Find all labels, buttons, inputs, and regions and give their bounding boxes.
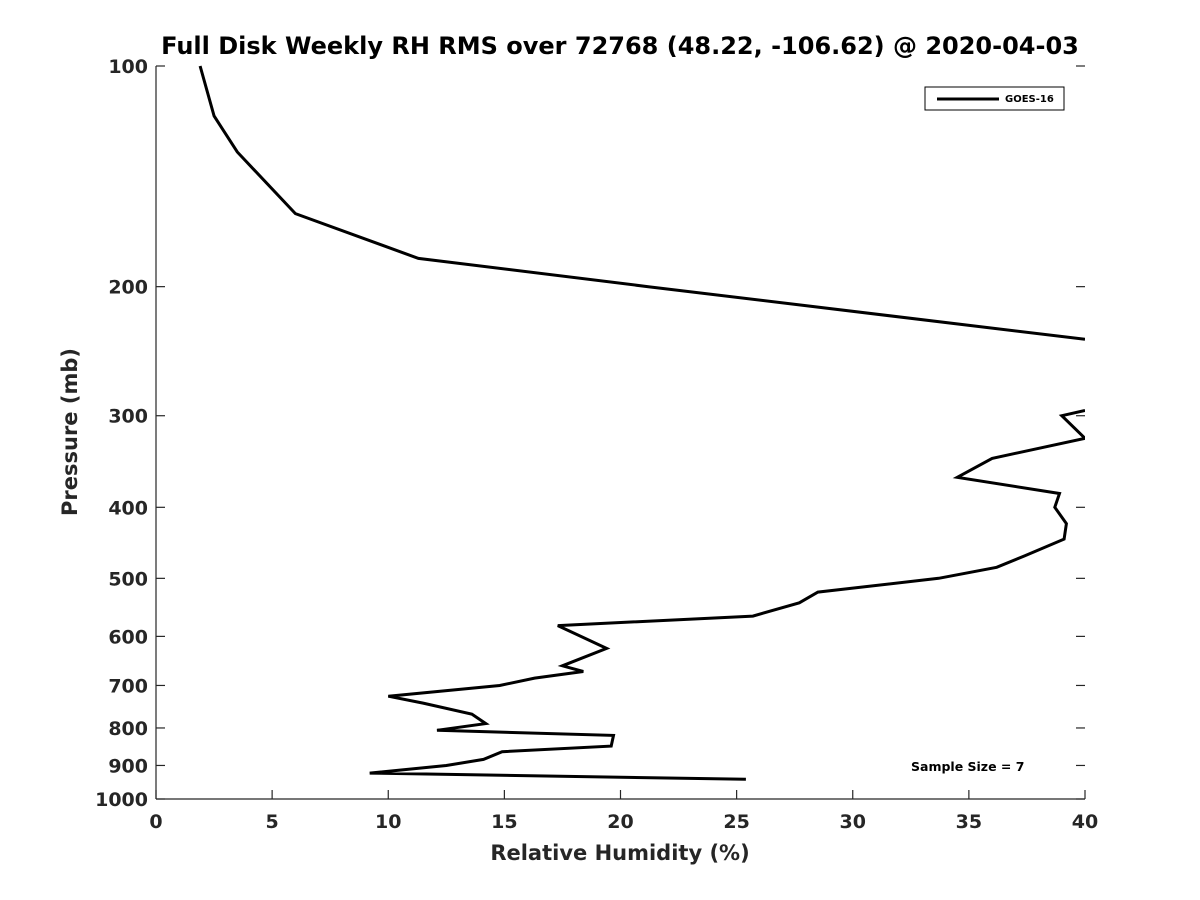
y-axis: 100 200 300 400 500 600 700 800 900 1000	[95, 56, 1085, 811]
y-tick-label: 400	[108, 497, 148, 519]
legend-label-goes-16: GOES-16	[1005, 94, 1054, 105]
plot-area	[198, 65, 1085, 781]
x-axis-label: Relative Humidity (%)	[490, 841, 749, 865]
y-tick-label: 700	[108, 675, 148, 697]
x-tick-label: 40	[1072, 811, 1098, 833]
y-tick-label: 1000	[95, 789, 148, 811]
y-tick-label: 800	[108, 718, 148, 740]
x-tick-label: 35	[956, 811, 982, 833]
y-tick-label: 600	[108, 626, 148, 648]
legend: GOES-16	[924, 86, 1065, 111]
y-tick-label: 200	[108, 277, 148, 299]
x-tick-label: 15	[491, 811, 517, 833]
x-tick-label: 30	[840, 811, 866, 833]
series-line-goes-16	[198, 65, 1085, 781]
x-axis: 0 5 10 15 20 25 30 35 40	[149, 790, 1098, 833]
x-tick-label: 25	[723, 811, 749, 833]
sample-size-annotation: Sample Size = 7	[911, 759, 1024, 774]
x-tick-label: 10	[375, 811, 401, 833]
chart-title: Full Disk Weekly RH RMS over 72768 (48.2…	[161, 32, 1079, 60]
y-tick-label: 100	[108, 56, 148, 78]
x-tick-label: 20	[607, 811, 633, 833]
x-tick-label: 5	[266, 811, 279, 833]
x-tick-label: 0	[149, 811, 162, 833]
y-tick-label: 300	[108, 406, 148, 428]
y-tick-label: 900	[108, 755, 148, 777]
y-axis-label: Pressure (mb)	[58, 348, 82, 516]
y-tick-label: 500	[108, 568, 148, 590]
